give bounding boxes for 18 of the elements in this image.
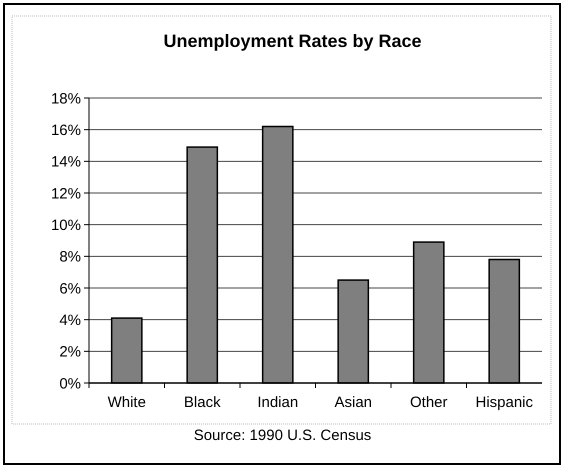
x-tick-label: Hispanic — [475, 394, 534, 411]
y-tick-label: 8% — [59, 248, 81, 266]
chart-title: Unemployment Rates by Race — [163, 31, 422, 51]
y-tick-label: 2% — [59, 344, 81, 361]
source-note: Source: 1990 U.S. Census — [194, 427, 372, 444]
y-tick-label: 6% — [59, 280, 81, 298]
x-tick-label: Other — [410, 394, 448, 411]
x-tick-label: Asian — [334, 394, 372, 411]
y-tick-label: 16% — [50, 122, 81, 139]
y-tick-label: 10% — [50, 216, 81, 234]
y-tick-label: 4% — [59, 312, 81, 329]
x-tick-label: Indian — [257, 394, 298, 411]
x-tick-label: White — [108, 394, 146, 411]
y-tick-label: 0% — [59, 375, 81, 392]
x-tick-label: Black — [184, 394, 222, 411]
y-tick-label: 12% — [50, 185, 81, 202]
y-tick-label: 18% — [50, 90, 81, 108]
y-tick-label: 14% — [50, 154, 81, 171]
